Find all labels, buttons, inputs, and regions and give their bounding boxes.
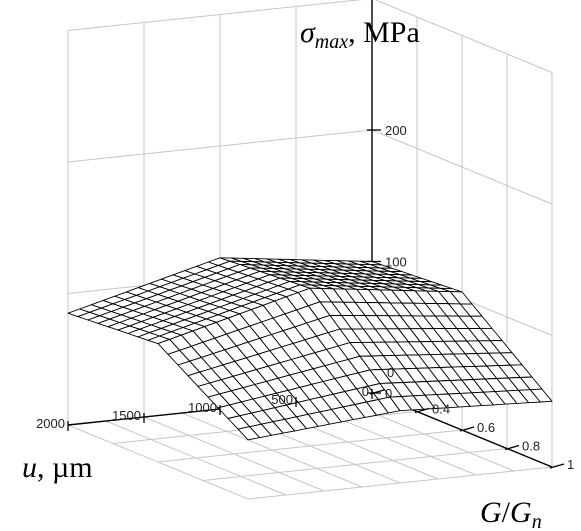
grid-lines bbox=[67, 0, 553, 500]
z-tick-label: 200 bbox=[385, 123, 407, 138]
u-tick-label: 2000 bbox=[36, 416, 65, 431]
u-tick-label: 1500 bbox=[112, 408, 141, 423]
g-tick-mark bbox=[459, 426, 475, 432]
g-tick-label: 1 bbox=[567, 457, 574, 472]
u-tick-label: 1000 bbox=[188, 400, 217, 415]
side-wall-grid-line bbox=[371, 129, 553, 205]
g-tick-mark bbox=[414, 407, 430, 414]
u-tick-label: 500 bbox=[271, 392, 293, 407]
z-axis-title: σmax, MPa bbox=[300, 16, 420, 53]
g-tick-mark bbox=[504, 444, 520, 451]
g-tick-label: 0.8 bbox=[522, 439, 540, 454]
g-tick-mark bbox=[549, 463, 565, 469]
g-tick-mark bbox=[369, 389, 385, 395]
surface-cell bbox=[529, 388, 553, 403]
floor-grid-line bbox=[202, 448, 508, 481]
back-wall-grid-line bbox=[67, 0, 363, 31]
g-tick-label: 0 bbox=[387, 365, 394, 380]
floor-grid-line bbox=[247, 466, 553, 500]
floor-grid-line bbox=[157, 429, 463, 463]
g-tick-label: 0.6 bbox=[477, 420, 495, 435]
u-axis-title: u, µm bbox=[22, 451, 93, 484]
z-tick-label: 100 bbox=[385, 255, 407, 270]
side-wall-grid-line bbox=[374, 0, 553, 73]
u-tick-label: 0 bbox=[362, 384, 369, 399]
z-tick-label: 0 bbox=[385, 386, 392, 401]
surface-mesh bbox=[67, 257, 553, 441]
g-tick-label: 0.4 bbox=[432, 402, 450, 417]
back-wall-grid-line bbox=[67, 129, 373, 163]
g-axis-title: G/Gn bbox=[480, 496, 542, 531]
